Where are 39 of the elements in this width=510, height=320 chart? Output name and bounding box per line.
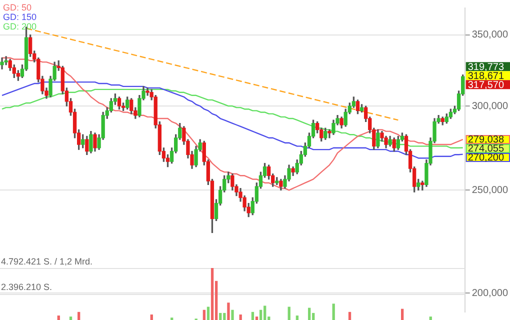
bar [202,310,206,320]
text: 279,038 [468,134,504,146]
text: 319,773 [468,62,504,73]
bar [210,268,214,320]
bar [219,312,222,320]
bar [348,312,352,320]
bar [255,316,258,320]
bar [308,308,311,320]
text: 270,200 [468,152,504,164]
bar [296,316,299,320]
candlestick [4,56,8,66]
bar [288,306,290,320]
bar [69,316,72,320]
bar [259,310,262,320]
text: 274,055 [468,144,504,155]
text: 318,671 [468,70,504,82]
text: GD: 150 [3,12,37,22]
bar [429,316,432,320]
bar [223,312,226,320]
bar [251,312,254,320]
ref-line-label: 2.396.210 S. [1,282,52,292]
bar [206,306,210,320]
bar [227,302,230,320]
bar [231,310,234,320]
bar [57,316,60,320]
bar [150,314,153,320]
bar [239,314,242,320]
bar [78,312,80,320]
text: GD: 200 [3,21,37,32]
y-tick-label: 250,000 [472,184,508,196]
bar [400,308,404,320]
y-tick-label: 300,000 [472,100,508,112]
y-tick-label: 200,000 [472,288,508,299]
bar [264,306,266,320]
y-tick-label: 350,000 [472,30,508,41]
text: GD: 50 [3,2,32,12]
text: 317,570 [468,80,504,91]
ref-line-label: 4.792.421 S. / 1,2 Mrd. [1,256,93,266]
bar [332,304,335,320]
